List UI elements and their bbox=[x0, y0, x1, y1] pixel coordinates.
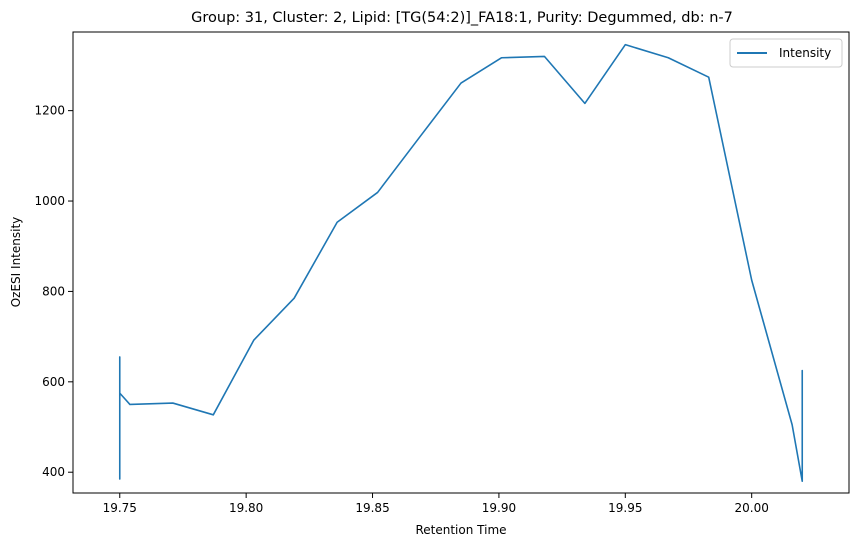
plot-frame bbox=[72, 31, 850, 494]
y-tick-label: 1200 bbox=[34, 104, 65, 118]
x-tick-label: 20.00 bbox=[735, 501, 769, 515]
y-tick-label: 600 bbox=[42, 375, 65, 389]
y-tick-label: 1000 bbox=[34, 194, 65, 208]
chart-title: Group: 31, Cluster: 2, Lipid: [TG(54:2)]… bbox=[191, 10, 733, 26]
x-tick-label: 19.85 bbox=[355, 501, 389, 515]
y-axis-label: OzESI Intensity bbox=[9, 217, 23, 308]
x-axis: 19.75 19.80 19.85 19.90 19.95 20.00 bbox=[103, 493, 769, 515]
series-line-intensity bbox=[118, 43, 804, 483]
legend-label-intensity: Intensity bbox=[779, 46, 831, 60]
x-tick-label: 19.90 bbox=[482, 501, 516, 515]
x-axis-label: Retention Time bbox=[415, 523, 506, 537]
y-tick-label: 800 bbox=[42, 284, 65, 298]
legend-box bbox=[729, 38, 843, 68]
legend: Intensity bbox=[729, 38, 843, 68]
y-tick-label: 400 bbox=[42, 465, 65, 479]
y-axis: 400 600 800 1000 1200 bbox=[34, 104, 73, 479]
series-layer bbox=[118, 43, 804, 483]
x-tick-label: 19.75 bbox=[103, 501, 137, 515]
plot-area bbox=[72, 31, 850, 494]
x-tick-label: 19.95 bbox=[608, 501, 642, 515]
x-tick-label: 19.80 bbox=[229, 501, 263, 515]
